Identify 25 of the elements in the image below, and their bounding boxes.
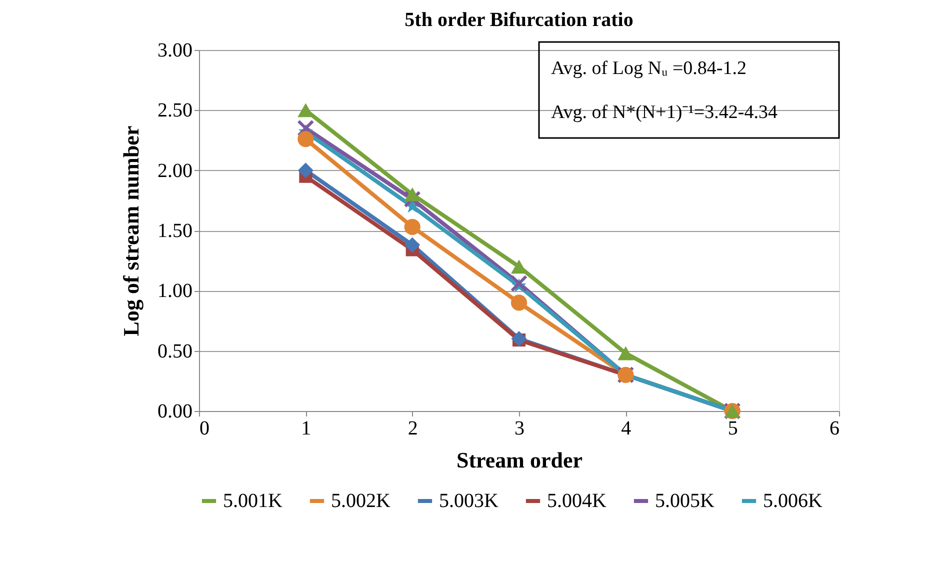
chart-title: 5th order Bifurcation ratio bbox=[404, 9, 634, 31]
x-tick-label: 4 bbox=[621, 418, 632, 440]
x-tick-label: 2 bbox=[408, 418, 418, 440]
legend-label: 5.004K bbox=[547, 490, 607, 512]
legend-label: 5.005K bbox=[655, 490, 715, 512]
x-tick-label: 1 bbox=[301, 418, 312, 440]
y-axis-title: Log of stream number bbox=[118, 126, 144, 336]
x-tick-label: 6 bbox=[830, 418, 840, 440]
annotation: Avg. of N*(N+1)⁻¹=3.42-4.34 bbox=[551, 102, 778, 123]
legend-label: 5.002K bbox=[331, 490, 391, 512]
x-tick-label: 3 bbox=[514, 418, 524, 440]
x-axis-title: Stream order bbox=[456, 448, 583, 472]
legend-label: 5.001K bbox=[223, 490, 283, 512]
y-tick-label: 1.50 bbox=[158, 220, 192, 242]
y-tick-label: 0.00 bbox=[158, 400, 192, 422]
y-tick-label: 2.50 bbox=[158, 100, 192, 122]
y-tick-label: 0.50 bbox=[158, 340, 192, 362]
annotation: Avg. of Log Nᵤ =0.84-1.2 bbox=[551, 58, 746, 79]
x-tick-label: 0 bbox=[200, 418, 210, 440]
legend-label: 5.006K bbox=[763, 490, 823, 512]
y-tick-label: 1.00 bbox=[158, 280, 192, 302]
y-tick-label: 3.00 bbox=[158, 40, 192, 62]
y-tick-label: 2.00 bbox=[158, 160, 192, 182]
legend-label: 5.003K bbox=[439, 490, 499, 512]
x-tick-label: 5 bbox=[728, 418, 738, 440]
